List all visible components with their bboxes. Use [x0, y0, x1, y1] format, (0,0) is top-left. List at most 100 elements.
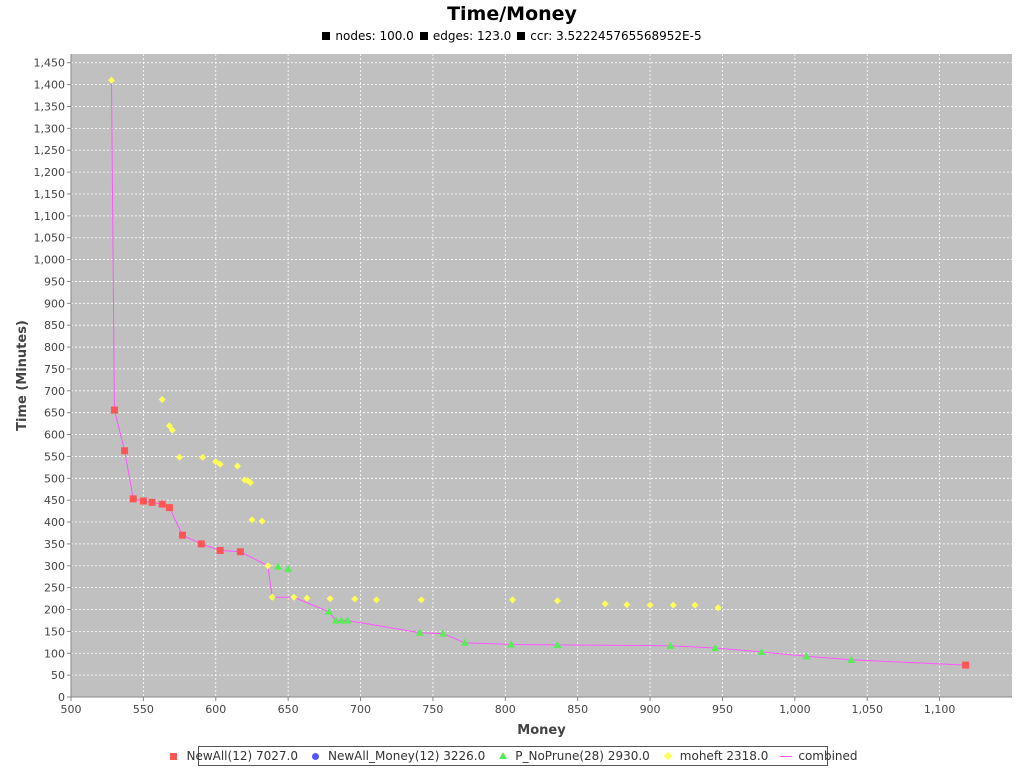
- y-tick-label: 200: [44, 604, 65, 617]
- x-tick-label: 550: [133, 703, 154, 716]
- moheft-point: [290, 593, 298, 601]
- subtitle-item: nodes: 100.0: [322, 29, 414, 43]
- y-tick-label: 250: [44, 582, 65, 595]
- subtitle-text: nodes: 100.0: [335, 29, 414, 43]
- x-tick-label: 1,050: [851, 703, 883, 716]
- x-tick-label: 650: [278, 703, 299, 716]
- newall-point: [216, 546, 224, 554]
- moheft-point: [691, 601, 699, 609]
- p-noprune-point: [415, 628, 424, 636]
- moheft-point: [165, 422, 173, 430]
- subtitle-text: ccr: 3.522245765568952E-5: [530, 29, 702, 43]
- y-tick-label: 1,100: [34, 210, 66, 223]
- subtitle-square-icon: [517, 32, 526, 40]
- legend-item: NewAll_Money(12) 3226.0: [310, 749, 485, 763]
- moheft-point: [351, 595, 359, 603]
- y-tick-label: 1,250: [34, 144, 66, 157]
- legend-swatch-icon: [310, 751, 322, 761]
- subtitle-square-icon: [322, 32, 331, 40]
- y-tick-label: 350: [44, 538, 65, 551]
- x-tick-label: 950: [712, 703, 733, 716]
- chart-title: Time/Money: [447, 3, 577, 25]
- y-tick-label: 650: [44, 407, 65, 420]
- legend-label: NewAll_Money(12) 3226.0: [327, 749, 486, 763]
- legend-label: combined: [798, 749, 858, 763]
- x-tick-label: 750: [422, 703, 443, 716]
- p-noprune-point: [337, 616, 346, 624]
- y-tick-label: 150: [44, 625, 65, 638]
- newall-point: [148, 498, 156, 506]
- p-noprune-point: [460, 638, 469, 646]
- x-tick-label: 800: [495, 703, 516, 716]
- moheft-point: [258, 517, 266, 525]
- moheft-point: [168, 426, 176, 434]
- x-axis-label: Money: [517, 723, 566, 738]
- legend-item: P_NoPrune(28) 2930.0: [497, 749, 650, 763]
- legend-label: moheft 2318.0: [679, 749, 769, 763]
- newall-point: [110, 406, 118, 414]
- subtitle-text: edges: 123.0: [432, 29, 512, 43]
- y-tick-label: 1,350: [34, 100, 66, 113]
- y-tick-label: 1,150: [34, 188, 66, 201]
- y-tick-label: 50: [51, 669, 65, 682]
- newall-point: [165, 504, 173, 512]
- newall-point: [129, 495, 137, 503]
- moheft-point: [176, 453, 184, 461]
- p-noprune-point: [802, 652, 811, 660]
- y-tick-label: 1,050: [34, 232, 66, 245]
- p-noprune-point: [507, 640, 516, 648]
- legend-swatch-icon: [497, 751, 509, 761]
- x-tick-label: 1,100: [924, 703, 956, 716]
- legend-item: moheft 2318.0: [662, 749, 769, 763]
- subtitle-item: ccr: 3.522245765568952E-5: [517, 29, 702, 43]
- moheft-point: [553, 597, 561, 605]
- p-noprune-point: [711, 644, 720, 652]
- chart-subtitle: nodes: 100.0 edges: 123.0 ccr: 3.522245765…: [0, 29, 1024, 43]
- y-tick-label: 850: [44, 319, 65, 332]
- moheft-point: [601, 600, 609, 608]
- p-noprune-point: [284, 564, 293, 572]
- moheft-point: [303, 594, 311, 602]
- legend-label: P_NoPrune(28) 2930.0: [515, 749, 650, 763]
- moheft-point: [199, 453, 207, 461]
- x-tick-label: 1,000: [779, 703, 811, 716]
- p-noprune-point: [847, 655, 856, 663]
- p-noprune-point: [274, 562, 283, 570]
- y-tick-label: 800: [44, 341, 65, 354]
- moheft-point: [264, 562, 272, 570]
- moheft-point: [646, 601, 654, 609]
- y-tick-label: 1,300: [34, 122, 66, 135]
- y-tick-label: 950: [44, 275, 65, 288]
- p-noprune-point: [331, 616, 340, 624]
- y-tick-label: 750: [44, 363, 65, 376]
- y-tick-label: 400: [44, 516, 65, 529]
- y-tick-label: 1,400: [34, 79, 66, 92]
- legend-swatch-icon: [168, 751, 180, 761]
- y-tick-label: 500: [44, 472, 65, 485]
- legend-swatch-icon: [780, 751, 793, 761]
- p-noprune-point: [553, 640, 562, 648]
- moheft-point: [417, 596, 425, 604]
- moheft-point: [248, 516, 256, 524]
- plot-background: [71, 54, 1012, 697]
- moheft-point: [326, 595, 334, 603]
- newall-point: [197, 540, 205, 548]
- y-tick-label: 100: [44, 647, 65, 660]
- moheft-point: [216, 460, 224, 468]
- moheft-point: [669, 601, 677, 609]
- y-tick-label: 300: [44, 560, 65, 573]
- y-tick-label: 600: [44, 429, 65, 442]
- moheft-point: [247, 479, 255, 487]
- subtitle-item: edges: 123.0: [419, 29, 512, 43]
- p-noprune-point: [666, 641, 675, 649]
- moheft-point: [158, 396, 166, 404]
- x-tick-label: 600: [205, 703, 226, 716]
- y-tick-label: 1,450: [34, 57, 66, 70]
- p-noprune-point: [324, 607, 333, 615]
- y-tick-label: 0: [58, 691, 65, 704]
- y-tick-label: 1,200: [34, 166, 66, 179]
- x-tick-label: 500: [61, 703, 82, 716]
- y-tick-label: 700: [44, 385, 65, 398]
- moheft-point: [108, 76, 116, 84]
